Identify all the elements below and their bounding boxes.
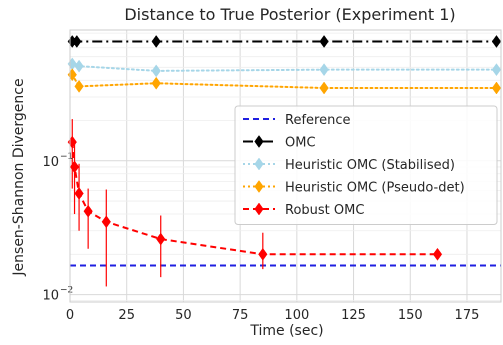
x-axis-label: Time (sec) [249,323,323,339]
plot-frame [69,29,502,303]
x-tick-label: 150 [398,308,423,323]
data-point [432,247,443,261]
legend-label: Robust OMC [285,203,364,218]
legend-item: Robust OMC [243,202,364,218]
data-point [156,232,166,246]
legend-label: Heuristic OMC (Pseudo-det) [285,181,465,196]
data-point [151,35,161,48]
data-point [74,187,84,200]
legend-item: Reference [243,113,350,128]
x-tick-label: 50 [175,308,192,323]
x-tick-label: 25 [118,308,135,323]
data-point [72,35,82,48]
chart-title: Distance to True Posterior (Experiment 1… [124,5,455,24]
x-tick-label: 100 [284,308,309,323]
legend-label: OMC [285,136,316,151]
data-point [83,204,93,218]
data-point [491,63,502,77]
data-point [74,79,84,93]
data-point [258,247,268,261]
data-point [319,81,329,95]
y-tick-exponent: −1 [60,152,73,162]
series-3 [67,68,502,95]
legend-item: Heuristic OMC (Pseudo-det) [243,180,465,196]
legend-marker [254,135,264,148]
x-tick-label: 125 [341,308,366,323]
legend-label: Reference [285,113,350,128]
series-1 [67,35,502,48]
x-tick-label: 175 [455,308,480,323]
legend-item: OMC [243,135,316,151]
legend-marker [254,157,264,171]
series-layer [67,35,502,287]
x-tick-label: 0 [66,308,74,323]
legend-marker [254,202,264,216]
y-tick-exponent: −2 [60,286,73,296]
y-axis-label: Jensen-Shannon Divergence [11,78,27,276]
data-point [319,63,329,77]
x-tick-label: 75 [232,308,249,323]
series-line [71,141,438,256]
data-point [491,35,502,48]
data-point [319,35,329,48]
series-4 [67,119,443,287]
legend-label: Heuristic OMC (Stabilised) [285,158,455,173]
legend: Reference OMC Heuristic OMC (Stabilised) He… [234,105,498,225]
legend-marker [254,180,264,193]
data-point [74,59,84,73]
data-point [69,160,80,174]
y-tick-label: 10 [42,289,59,304]
legend-item: Heuristic OMC (Stabilised) [243,157,455,173]
data-point [101,215,111,229]
data-point [151,76,161,90]
legend-box [234,105,498,225]
y-tick-label: 10 [42,155,59,170]
data-point [491,81,502,95]
